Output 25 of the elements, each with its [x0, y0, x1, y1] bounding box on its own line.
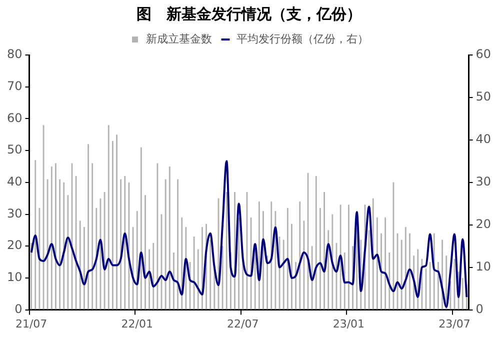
y-tick-label: 20	[6, 238, 22, 252]
x-tick-label: 23/07	[438, 317, 470, 330]
y-tick-label: 60	[6, 110, 22, 125]
y-tick-label: 40	[6, 174, 22, 189]
y2-tick-label: 20	[476, 216, 492, 231]
legend-label: 新成立基金数	[146, 32, 212, 46]
x-tick-label: 21/07	[15, 317, 48, 330]
y-tick-label: 0	[14, 302, 22, 316]
chart-title: 图 新基金发行情况（支，亿份）	[136, 4, 362, 23]
legend-label: 平均发行份额（亿份，右）	[236, 32, 368, 46]
y-tick-label: 10	[6, 270, 22, 284]
y2-tick-label: 30	[476, 174, 492, 189]
y2-tick-label: 40	[476, 132, 492, 146]
y-tick-label: 50	[6, 142, 22, 157]
x-tick-label: 22/01	[121, 317, 153, 330]
y2-tick-label: 60	[476, 47, 492, 62]
x-tick-label: 23/01	[332, 317, 365, 330]
y2-tick-label: 0	[476, 302, 484, 316]
y-tick-label: 80	[6, 47, 22, 62]
y-tick-label: 30	[6, 206, 22, 220]
x-tick-label: 22/07	[227, 317, 259, 330]
line-series	[30, 160, 468, 308]
y-tick-label: 70	[6, 78, 22, 93]
y2-tick-label: 50	[476, 90, 492, 104]
y2-tick-label: 10	[476, 259, 492, 274]
